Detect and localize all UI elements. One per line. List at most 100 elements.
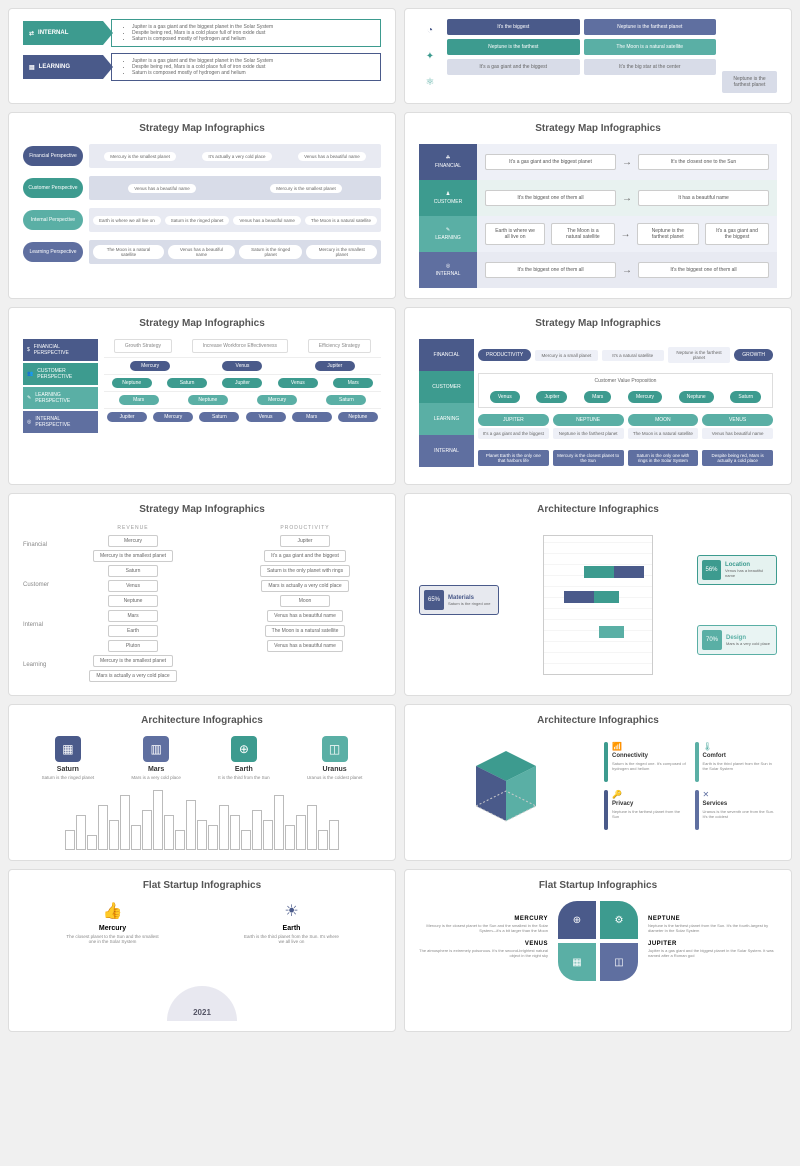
feature-icon: ◫: [322, 736, 348, 762]
left-box: The Moon is a natural satellite: [551, 223, 614, 245]
planet-header: VENUS: [702, 414, 773, 426]
skyline-building: [241, 830, 251, 850]
feature-item: ▦SaturnSaturn is the ringed planet: [42, 736, 95, 780]
planet-header: JUPITER: [478, 414, 549, 426]
left-box: It's the biggest one of them all: [485, 190, 616, 206]
planet-header: MOON: [628, 414, 699, 426]
pill-item: Earth is where we all live on: [93, 216, 161, 225]
skyline-building: [307, 805, 317, 850]
arrow-icon: →: [622, 193, 632, 204]
bullet-box: Jupiter is a gas giant and the biggest p…: [111, 19, 381, 47]
label-text: LEARNING: [435, 235, 461, 241]
feature-name: Mercury: [63, 925, 163, 932]
perspective-label: Financial: [23, 542, 49, 548]
skyline-building: [274, 795, 284, 850]
skyline-building: [87, 835, 97, 850]
feature-icon: 📶: [612, 742, 687, 751]
info-box: The Moon is a natural satellite: [628, 428, 699, 439]
slide-grid: ⇄INTERNAL Jupiter is a gas giant and the …: [8, 8, 792, 1032]
right-box: It's the biggest one of them all: [638, 262, 769, 278]
color-bar: [695, 742, 699, 782]
planet-pill: Mars: [119, 395, 159, 405]
planet-pill: Venus: [246, 412, 286, 422]
perspective-band: Earth is where we all live onSaturn is t…: [89, 208, 381, 232]
perspective-label: CUSTOMER: [419, 371, 474, 403]
right-box: Neptune is the farthest planet: [637, 223, 699, 245]
feature-name: Connectivity: [612, 753, 687, 759]
feature-desc: Neptune is the farthest planet from the …: [612, 809, 687, 819]
skyline-building: [296, 815, 306, 850]
feature-item: JUPITERJupiter is a gas giant and the bi…: [648, 941, 777, 958]
slide-title: Architecture Infographics: [419, 504, 777, 515]
node-box: It's a gas giant and the biggest: [264, 550, 346, 562]
feature-name: Comfort: [703, 753, 778, 759]
matrix-cell: It's a gas giant and the biggest: [447, 59, 580, 75]
building-block: [584, 566, 614, 578]
pill-item: The Moon is a natural satellite: [305, 216, 377, 225]
feature-item: ✕ServicesUranus is the seventh one from …: [695, 790, 778, 830]
perspective-label: LEARNING: [419, 403, 474, 435]
callout-desc: Venus has a beautiful name: [725, 568, 772, 578]
perspective-band: The Moon is a natural satelliteVenus has…: [89, 240, 381, 264]
skyline-building: [98, 805, 108, 850]
info-box: Saturn is the only one with rings in the…: [628, 450, 699, 466]
planet-pill: Jupiter: [536, 391, 567, 403]
planet-pill: Neptune: [679, 391, 714, 403]
skyline-building: [131, 825, 141, 850]
slide-12: Flat Startup Infographics MERCURYMercury…: [404, 869, 792, 1032]
skyline-building: [142, 810, 152, 850]
skyline-building: [263, 820, 273, 850]
feature-name: NEPTUNE: [648, 916, 777, 922]
perspective-label: ◎INTERNAL: [419, 252, 477, 288]
node-box: Saturn: [108, 565, 158, 577]
financial-row: PRODUCTIVITYMercury is a small planetIt'…: [474, 339, 777, 371]
feature-name: Mars: [131, 766, 181, 773]
label-icon: ☘: [446, 155, 450, 161]
customer-row: Customer Value PropositionVenusJupiterMa…: [478, 373, 773, 408]
pill-item: Mercury is the smallest planet: [306, 245, 377, 259]
row-icon: ◔: [419, 19, 441, 41]
perspective-row: It's the biggest one of them all→It's th…: [477, 252, 777, 288]
color-bar: [604, 742, 608, 782]
label-icon: ◎: [27, 419, 31, 425]
feature-desc: Mercury is the closest planet to the Sun…: [419, 923, 548, 933]
planet-pill: Mars: [584, 391, 611, 403]
perspective-label: Customer Perspective: [23, 178, 83, 198]
feature-name: VENUS: [419, 941, 548, 947]
skyline-building: [186, 800, 196, 850]
pill-item: The Moon is a natural satellite: [93, 245, 164, 259]
matrix-cell: It's the big star at the center: [584, 59, 717, 75]
feature-name: JUPITER: [648, 941, 777, 947]
quadrant: ⊕: [558, 901, 596, 939]
info-box: Planet Earth is the only one that harbor…: [478, 450, 549, 466]
feature-icon: ▥: [143, 736, 169, 762]
tab-label: LEARNING: [39, 64, 70, 70]
info-box: Neptune is the farthest planet: [668, 347, 730, 363]
perspective-tab: ▤LEARNING: [23, 55, 103, 79]
planet-pill: Neptune: [188, 395, 228, 405]
node-box: Mercury is the smallest planet: [93, 655, 173, 667]
slide-title: Strategy Map Infographics: [419, 318, 777, 329]
feature-icon: ⊕: [231, 736, 257, 762]
slide-title: Flat Startup Infographics: [419, 880, 777, 891]
learning-row: JUPITERIt's a gas giant and the biggestN…: [474, 410, 777, 442]
feature-name: Services: [703, 801, 778, 807]
node-box: Jupiter: [280, 535, 330, 547]
planet-pill: Mercury: [257, 395, 297, 405]
feature-name: Earth: [242, 925, 342, 932]
callout-box: 56%LocationVenus has a beautiful name: [697, 555, 777, 585]
perspective-label: $FINANCIAL PERSPECTIVE: [23, 339, 98, 361]
skyline-building: [252, 810, 262, 850]
tab-label: INTERNAL: [38, 30, 68, 36]
skyline-building: [285, 825, 295, 850]
perspective-row: It's a gas giant and the biggest planet→…: [477, 144, 777, 180]
planet-pill: Neptune: [112, 378, 152, 388]
node-box: Mercury is the smallest planet: [93, 550, 173, 562]
slide-9: Architecture Infographics ▦SaturnSaturn …: [8, 704, 396, 861]
info-box: It's a natural satellite: [602, 350, 664, 361]
perspective-tab: ⇄INTERNAL: [23, 21, 103, 45]
pill-item: Venus has a beautiful name: [128, 184, 196, 193]
color-bar: [604, 790, 608, 830]
info-box: Mercury is the closest planet to the Sun: [553, 450, 624, 466]
building-block: [594, 591, 619, 603]
